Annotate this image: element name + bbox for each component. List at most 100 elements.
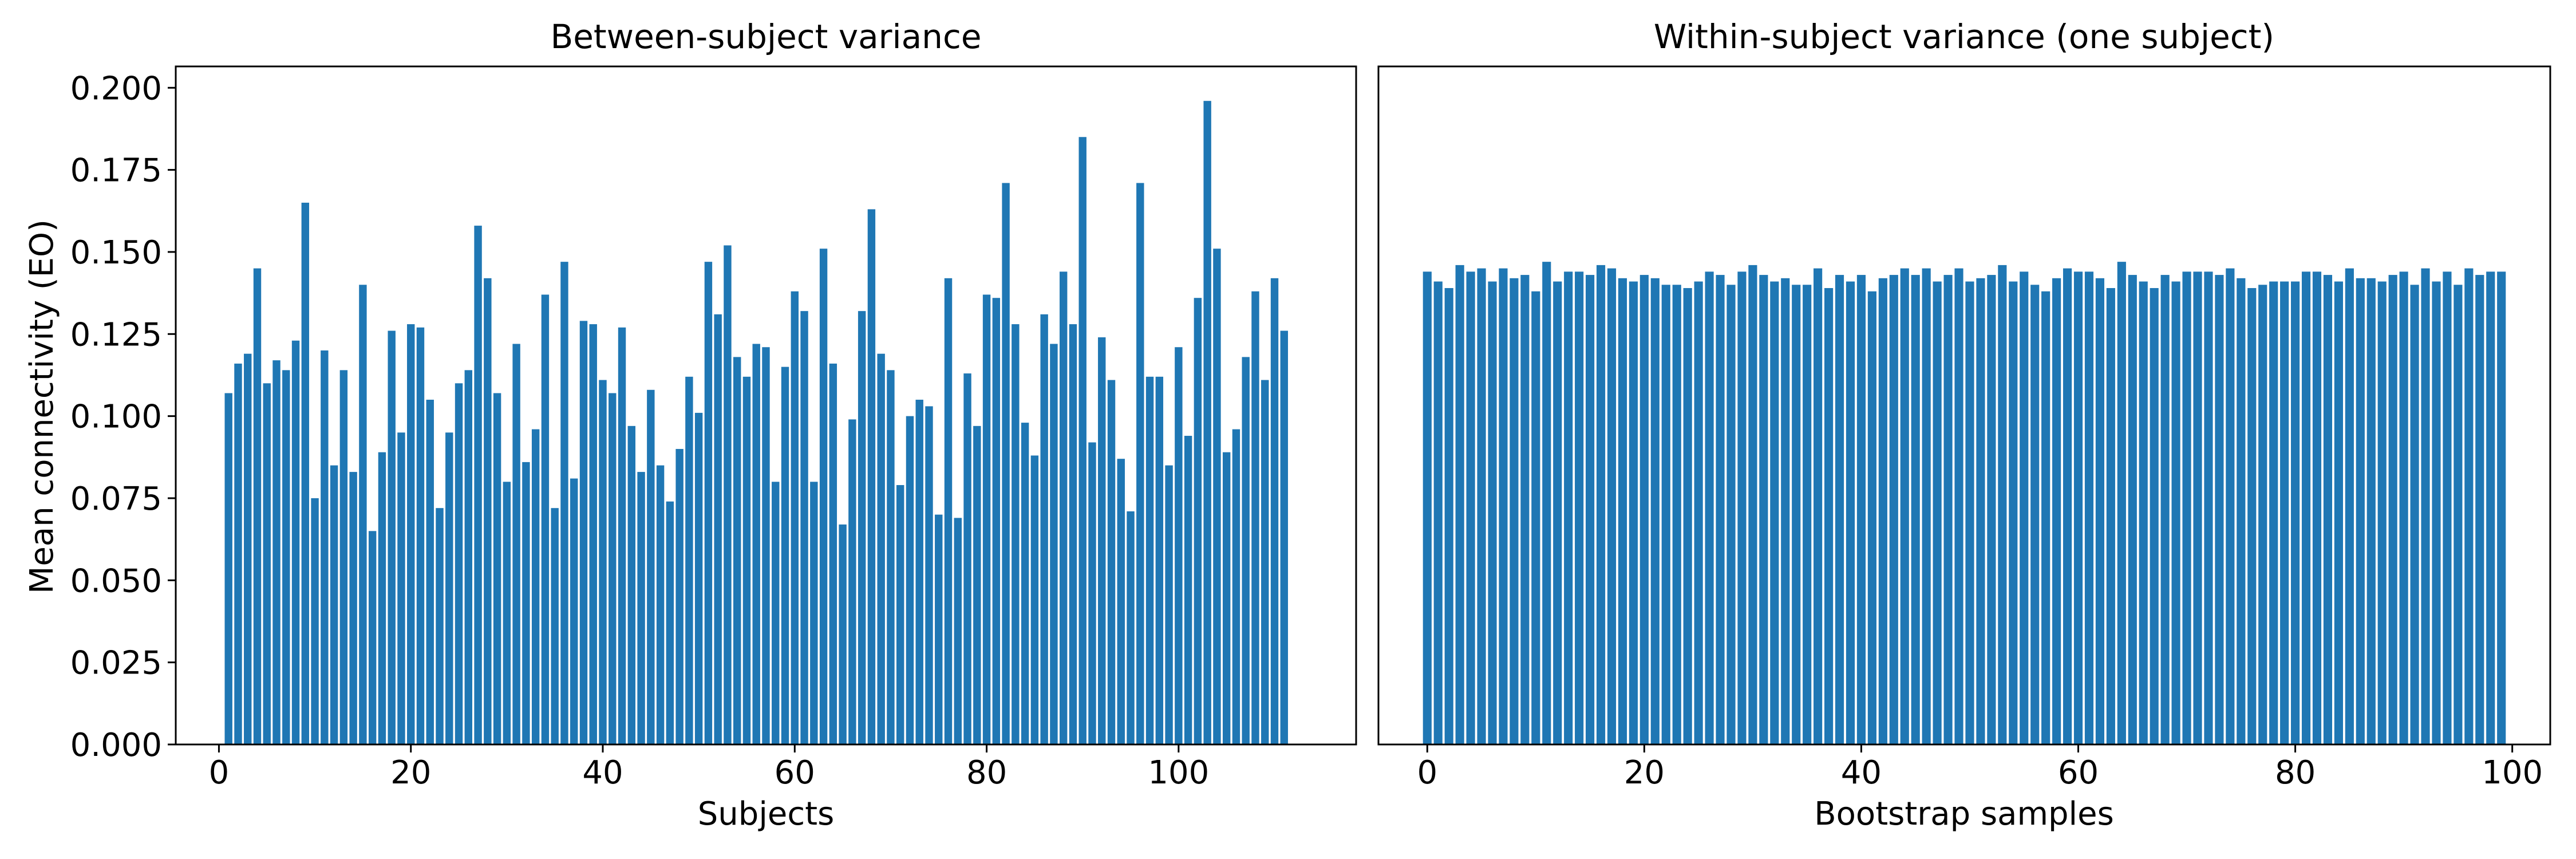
bar bbox=[2117, 262, 2126, 744]
x-tick-label: 0 bbox=[1417, 754, 1437, 791]
bar bbox=[867, 209, 876, 744]
bar bbox=[1059, 271, 1068, 745]
within-subject-plot-frame bbox=[1377, 65, 2551, 746]
x-tick-label: 80 bbox=[2275, 754, 2316, 791]
bar bbox=[359, 285, 367, 744]
bar bbox=[1194, 298, 1202, 744]
bar bbox=[1107, 380, 1116, 744]
bar bbox=[1184, 436, 1192, 744]
bar bbox=[829, 363, 837, 744]
bar bbox=[2464, 268, 2474, 744]
within-subject-x-axis: 0 20 40 60 80 100 bbox=[1417, 744, 2543, 791]
bar bbox=[560, 262, 568, 744]
bar bbox=[2193, 271, 2202, 745]
bar bbox=[1444, 288, 1453, 744]
bar bbox=[1607, 268, 1617, 744]
bar bbox=[1040, 314, 1048, 744]
bar bbox=[944, 278, 953, 744]
bar bbox=[1542, 262, 1551, 744]
bar bbox=[772, 482, 780, 744]
bar bbox=[321, 350, 329, 744]
bar bbox=[1423, 271, 1432, 745]
bar bbox=[1683, 288, 1692, 744]
bar bbox=[2030, 285, 2040, 744]
bar bbox=[1477, 268, 1486, 744]
bar bbox=[2095, 278, 2104, 744]
bar bbox=[1954, 268, 1963, 744]
bar bbox=[915, 399, 923, 744]
bar bbox=[1889, 275, 1898, 745]
x-tick-label: 40 bbox=[582, 754, 623, 791]
bar bbox=[570, 478, 578, 744]
bar bbox=[1705, 271, 1714, 745]
bar bbox=[1661, 285, 1670, 744]
bar bbox=[2399, 271, 2408, 745]
bar bbox=[935, 514, 943, 744]
within-subject-title: Within-subject variance (one subject) bbox=[1654, 17, 2274, 56]
x-tick-label: 40 bbox=[1841, 754, 1882, 791]
bar bbox=[2388, 275, 2397, 745]
bar bbox=[1694, 281, 1703, 744]
bar bbox=[2280, 281, 2289, 744]
bar bbox=[503, 482, 511, 744]
bar bbox=[2009, 281, 2018, 744]
x-tick-label: 100 bbox=[2482, 754, 2543, 791]
bar bbox=[656, 465, 665, 744]
bar bbox=[1965, 281, 1974, 744]
bar bbox=[1531, 291, 1540, 744]
bar bbox=[522, 462, 530, 744]
bar bbox=[1803, 285, 1812, 744]
bar bbox=[1261, 380, 1269, 744]
bar bbox=[2160, 275, 2170, 745]
bar bbox=[2291, 281, 2300, 744]
bar bbox=[2215, 275, 2224, 745]
between-subject-x-axis: 0 20 40 60 80 100 bbox=[209, 744, 1209, 791]
bar bbox=[1856, 275, 1866, 745]
bar bbox=[2301, 271, 2311, 745]
bar bbox=[1998, 265, 2007, 744]
bar bbox=[541, 294, 550, 744]
bar bbox=[426, 399, 434, 744]
bar bbox=[2226, 268, 2235, 744]
bar bbox=[436, 508, 444, 744]
bar bbox=[1650, 278, 1660, 744]
bar bbox=[1748, 265, 1757, 744]
bar bbox=[531, 429, 540, 744]
bar bbox=[2182, 271, 2191, 745]
bar bbox=[445, 432, 453, 744]
bar bbox=[330, 465, 338, 744]
bar bbox=[992, 298, 1001, 744]
bar bbox=[474, 226, 482, 745]
y-tick-label: 0.150 bbox=[70, 234, 162, 271]
bar bbox=[1586, 275, 1595, 745]
bar bbox=[1175, 347, 1183, 744]
between-subject-plot-frame bbox=[175, 65, 1357, 746]
bar bbox=[647, 389, 655, 744]
bar bbox=[791, 291, 799, 744]
bar bbox=[2486, 271, 2495, 745]
bar bbox=[2150, 288, 2159, 744]
bar bbox=[1002, 183, 1010, 744]
bar bbox=[1466, 271, 1475, 745]
x-tick-label: 60 bbox=[775, 754, 815, 791]
bar bbox=[906, 416, 914, 744]
bar bbox=[2323, 275, 2333, 745]
bar bbox=[2334, 281, 2343, 744]
bar bbox=[1987, 275, 1996, 745]
bar bbox=[1488, 281, 1497, 744]
bar bbox=[675, 448, 683, 744]
bar bbox=[311, 498, 319, 744]
bar bbox=[301, 202, 310, 744]
x-tick-label: 0 bbox=[209, 754, 230, 791]
y-tick-label: 0.025 bbox=[70, 645, 162, 682]
bar bbox=[339, 370, 348, 744]
bar bbox=[416, 327, 425, 744]
bar bbox=[1867, 291, 1876, 744]
bar bbox=[2171, 281, 2180, 744]
bar bbox=[1499, 268, 1508, 744]
bar bbox=[253, 268, 262, 744]
bar bbox=[1792, 285, 1801, 744]
bar bbox=[1922, 268, 1931, 744]
bar bbox=[2453, 285, 2463, 744]
bar bbox=[704, 262, 713, 744]
